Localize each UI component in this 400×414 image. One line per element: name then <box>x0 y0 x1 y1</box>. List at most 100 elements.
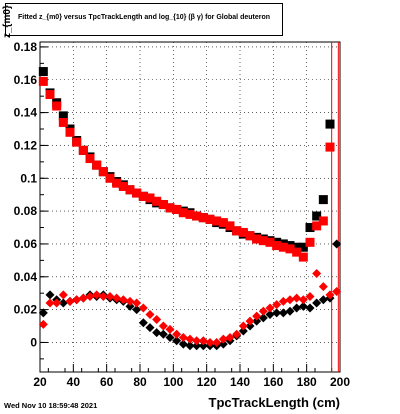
plot-frame <box>39 41 341 373</box>
x-tick-label: 80 <box>133 375 147 389</box>
data-point-square <box>258 236 268 246</box>
data-point-square <box>125 185 135 195</box>
data-point-diamond <box>245 316 255 326</box>
x-tick-label: 60 <box>100 375 114 389</box>
data-point-diamond <box>258 313 268 323</box>
data-point-square <box>278 242 288 252</box>
data-point-diamond <box>178 339 188 349</box>
x-axis-label: TpcTrackLength (cm) <box>208 395 340 410</box>
data-point-diamond <box>145 310 155 320</box>
data-point-diamond <box>158 321 168 331</box>
data-point-diamond <box>318 282 328 292</box>
data-point-square <box>238 227 248 237</box>
data-point-diamond <box>198 336 208 346</box>
x-tick-label: 100 <box>163 375 183 389</box>
y-axis-label: z_{m0} <box>2 5 13 38</box>
data-point-diamond <box>312 298 322 308</box>
data-point-diamond <box>152 314 162 324</box>
data-point-square <box>165 203 175 213</box>
data-point-square <box>112 178 122 188</box>
data-point-diamond <box>305 291 315 301</box>
data-point-square <box>285 244 295 254</box>
data-point-diamond <box>85 291 95 301</box>
data-point-square <box>158 200 168 210</box>
data-point-diamond <box>138 303 148 313</box>
data-point-diamond <box>158 329 168 339</box>
data-point-square <box>232 226 242 236</box>
data-point-diamond <box>298 295 308 305</box>
data-point-square <box>312 211 322 221</box>
data-point-diamond <box>252 311 262 321</box>
data-point-diamond <box>245 321 255 331</box>
data-point-diamond <box>205 337 215 347</box>
data-point-square <box>38 67 48 77</box>
data-point-diamond <box>105 291 115 301</box>
data-point-diamond <box>172 336 182 346</box>
data-point-square <box>305 237 315 247</box>
data-point-diamond <box>38 308 48 318</box>
data-point-square <box>192 211 202 221</box>
y-tick-label: 0.06 <box>14 237 38 251</box>
data-point-square <box>138 191 148 201</box>
data-point-square <box>65 127 75 137</box>
data-point-square <box>312 221 322 231</box>
data-point-diamond <box>112 293 122 303</box>
data-point-diamond <box>38 319 48 329</box>
y-tick-label: 0.08 <box>14 204 38 218</box>
data-point-diamond <box>318 295 328 305</box>
data-point-diamond <box>258 306 268 316</box>
data-point-diamond <box>312 268 322 278</box>
x-tick-label: 200 <box>330 375 350 389</box>
data-point-square <box>105 173 115 183</box>
y-tick-label: 0.02 <box>14 303 38 317</box>
title-box: Fitted z_{m0} versus TpcTrackLength and … <box>5 3 283 36</box>
data-point-diamond <box>292 293 302 303</box>
data-point-square <box>198 213 208 223</box>
data-point-diamond <box>145 323 155 333</box>
y-tick-label: 0.18 <box>14 40 38 54</box>
data-point-square <box>318 216 328 226</box>
data-point-diamond <box>65 296 75 306</box>
data-point-square <box>318 195 328 205</box>
data-point-diamond <box>272 300 282 310</box>
x-tick-label: 40 <box>67 375 81 389</box>
data-point-diamond <box>238 326 248 336</box>
x-tick-label: 160 <box>263 375 283 389</box>
x-tick-label: 140 <box>230 375 250 389</box>
data-point-diamond <box>332 239 342 249</box>
y-tick-label: 0.16 <box>14 73 38 87</box>
data-point-diamond <box>325 290 335 300</box>
data-point-diamond <box>265 303 275 313</box>
data-point-diamond <box>58 298 68 308</box>
footer-timestamp: Wed Nov 10 18:59:48 2021 <box>4 401 98 410</box>
data-point-square <box>92 160 102 170</box>
data-point-square <box>85 154 95 164</box>
data-point-diamond <box>52 298 62 308</box>
data-point-diamond <box>292 303 302 313</box>
data-point-square <box>272 241 282 251</box>
data-point-square <box>118 181 128 191</box>
data-point-square <box>212 216 222 226</box>
y-tick-label: 0.12 <box>14 138 38 152</box>
data-point-diamond <box>285 295 295 305</box>
y-tick-label: 0.14 <box>14 106 38 120</box>
data-point-diamond <box>285 306 295 316</box>
data-point-square <box>52 101 62 111</box>
data-point-diamond <box>165 333 175 343</box>
data-point-diamond <box>305 303 315 313</box>
data-point-diamond <box>125 301 135 311</box>
data-point-square <box>58 111 68 121</box>
data-point-diamond <box>45 290 55 300</box>
data-point-diamond <box>185 341 195 351</box>
data-point-diamond <box>172 329 182 339</box>
data-point-diamond <box>132 298 142 308</box>
data-point-diamond <box>72 295 82 305</box>
data-point-diamond <box>138 318 148 328</box>
data-point-diamond <box>278 296 288 306</box>
data-point-diamond <box>238 321 248 331</box>
data-point-square <box>218 218 228 228</box>
data-point-square <box>325 142 335 152</box>
data-point-square <box>38 76 48 86</box>
data-point-diamond <box>252 316 262 326</box>
data-point-square <box>252 234 262 244</box>
